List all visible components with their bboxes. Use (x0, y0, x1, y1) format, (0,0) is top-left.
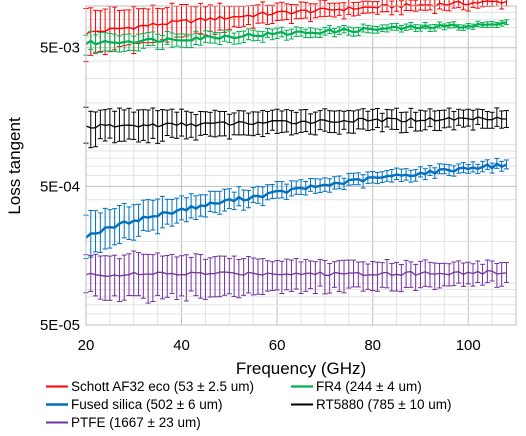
plot-area-frame (85, 5, 517, 326)
series-line (85, 270, 507, 277)
x-tick-label: 20 (78, 337, 95, 354)
series-3 (83, 106, 509, 149)
x-axis-title: Frequency (GHz) (236, 359, 366, 378)
legend-entry: FR4 (244 ± 4 um) (291, 379, 422, 394)
series-line (85, 162, 507, 239)
legend-entry: PTFE (1667 ± 23 um) (46, 415, 201, 430)
legend-label: Fused silica (502 ± 6 um) (71, 397, 222, 412)
chart-legend: Schott AF32 eco (53 ± 2.5 um) FR4 (244 ± … (46, 379, 451, 430)
series-2 (83, 157, 509, 260)
series-layer (83, 0, 509, 304)
x-tick-labels: 20 40 60 80 100 (78, 337, 481, 354)
legend-label: Schott AF32 eco (53 ± 2.5 um) (71, 379, 254, 394)
series-1 (83, 19, 509, 56)
y-tick-label: 5E-05 (40, 317, 80, 334)
y-tick-label: 5E-03 (40, 40, 80, 57)
x-tick-label: 60 (269, 337, 286, 354)
legend-label: RT5880 (785 ± 10 um) (316, 397, 451, 412)
legend-entry: Schott AF32 eco (53 ± 2.5 um) (46, 379, 254, 394)
legend-entry: RT5880 (785 ± 10 um) (291, 397, 451, 412)
legend-label: FR4 (244 ± 4 um) (316, 379, 422, 394)
y-tick-label: 5E-04 (40, 178, 80, 195)
y-tick-labels: 5E-03 5E-04 5E-05 (40, 40, 80, 334)
series-line (85, 116, 507, 129)
x-tick-label: 80 (364, 337, 381, 354)
series-line (85, 21, 507, 46)
y-axis-title: Loss tangent (5, 117, 24, 215)
x-tick-label: 100 (456, 337, 481, 354)
x-tick-label: 40 (173, 337, 190, 354)
legend-entry: Fused silica (502 ± 6 um) (46, 397, 222, 412)
legend-label: PTFE (1667 ± 23 um) (71, 415, 201, 430)
series-4 (83, 250, 509, 304)
